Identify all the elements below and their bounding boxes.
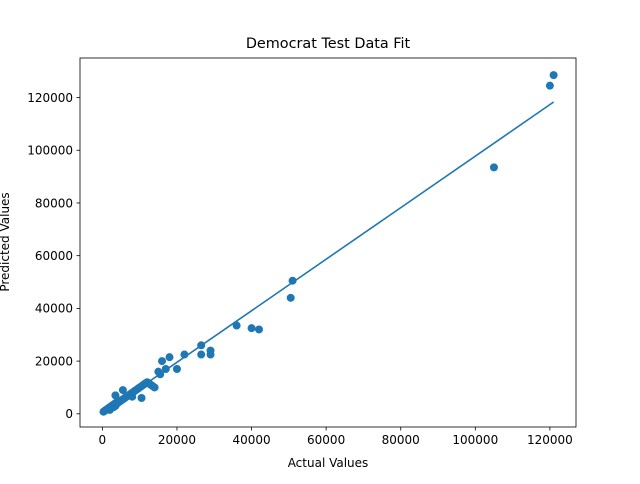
- y-tick-label: 100000: [27, 144, 73, 158]
- data-point: [247, 324, 256, 333]
- x-axis-label: Actual Values: [288, 456, 369, 470]
- data-point: [172, 365, 181, 374]
- y-axis-label: Predicted Values: [0, 192, 12, 291]
- y-tick-label: 60000: [35, 249, 73, 263]
- data-point: [255, 325, 264, 334]
- x-tick-label: 120000: [527, 433, 573, 447]
- fit-line: [101, 101, 555, 415]
- data-point: [288, 276, 297, 285]
- data-point: [232, 321, 241, 330]
- data-point: [489, 163, 498, 172]
- data-point: [150, 383, 159, 392]
- data-point: [197, 350, 206, 359]
- x-tick-label: 0: [99, 433, 107, 447]
- data-point: [545, 81, 554, 90]
- x-tick-label: 20000: [158, 433, 196, 447]
- plot-frame: [79, 57, 577, 428]
- y-tick-label: 20000: [35, 354, 73, 368]
- data-point: [118, 386, 127, 395]
- y-tick-label: 120000: [27, 91, 73, 105]
- y-tick-label: 0: [65, 407, 73, 421]
- x-tick-label: 40000: [232, 433, 270, 447]
- data-point: [286, 293, 295, 302]
- x-tick-label: 100000: [452, 433, 498, 447]
- data-point: [137, 394, 146, 403]
- data-point: [111, 391, 120, 400]
- plot-area: 0 20000 40000 60000 80000 100000 120000 0 20000 4…: [27, 57, 577, 447]
- chart-title: Democrat Test Data Fit: [246, 36, 411, 52]
- x-tick-label: 60000: [307, 433, 345, 447]
- data-point: [165, 353, 174, 362]
- y-tick-label: 80000: [35, 196, 73, 210]
- data-point: [158, 357, 167, 366]
- data-point: [549, 71, 558, 80]
- data-point: [206, 350, 215, 359]
- x-tick-label: 80000: [382, 433, 420, 447]
- y-tick-label: 40000: [35, 302, 73, 316]
